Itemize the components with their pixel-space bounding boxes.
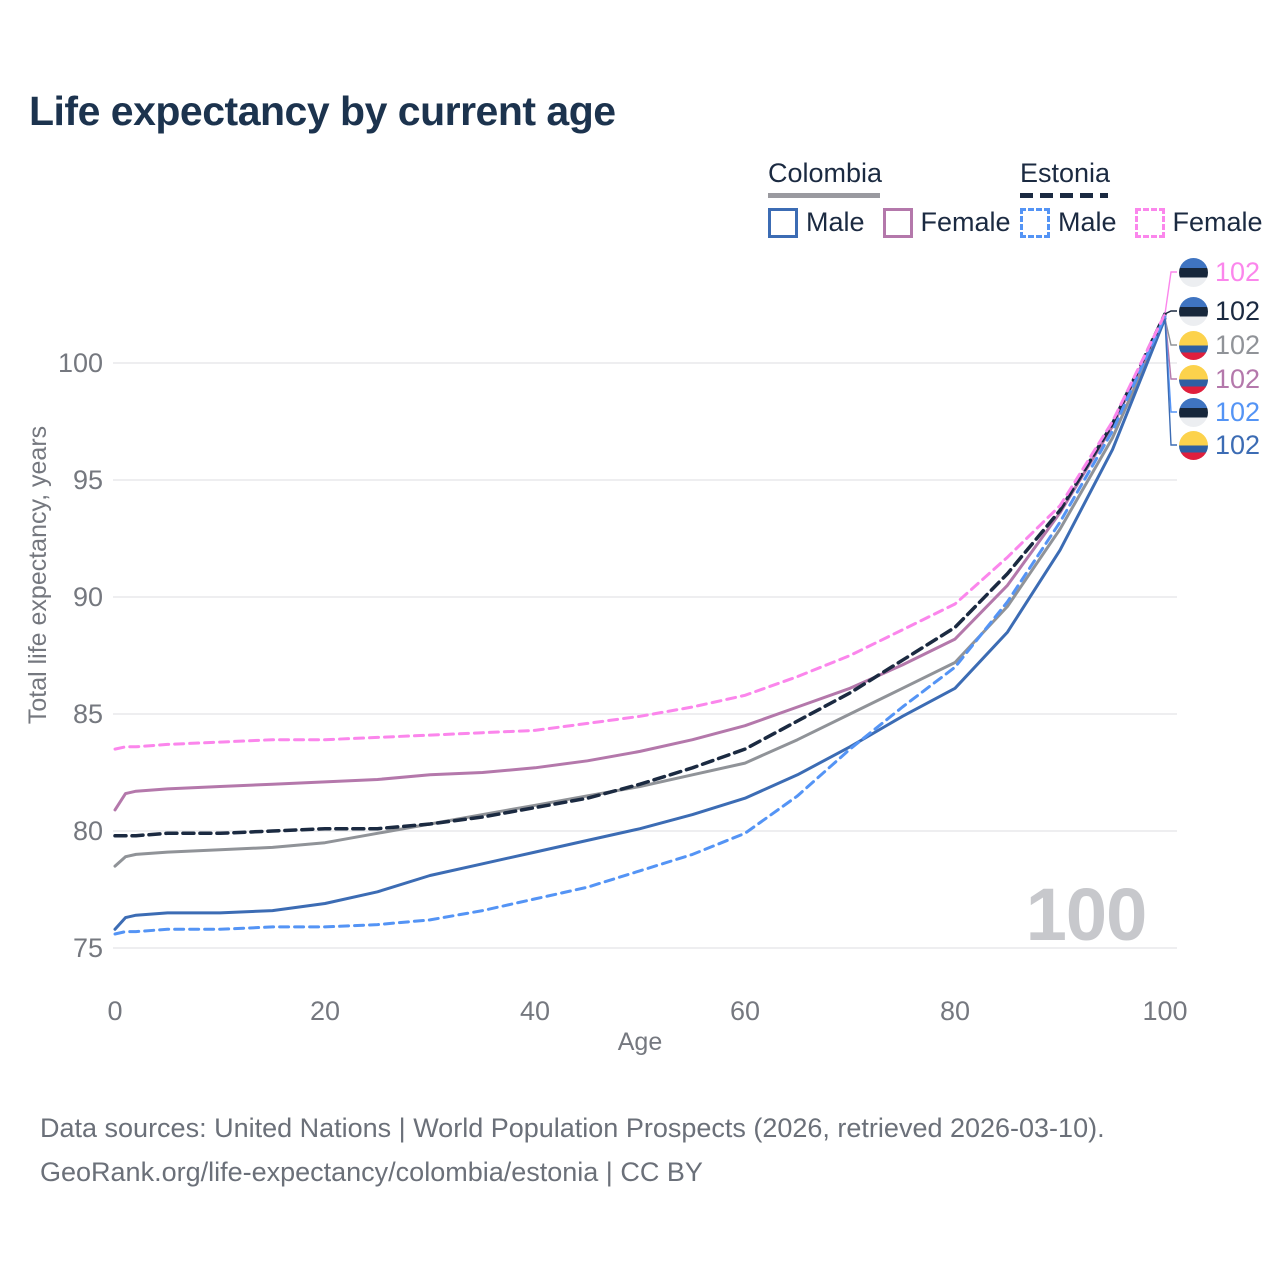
x-tick-label: 60: [730, 996, 760, 1026]
y-axis-title: Total life expectancy, years: [24, 426, 52, 724]
x-axis-title: Age: [618, 1028, 662, 1056]
end-label-value: 102: [1215, 329, 1261, 360]
y-tick-label: 95: [73, 465, 103, 495]
x-tick-label: 0: [107, 996, 122, 1026]
end-label-colombia_all: 102: [1179, 330, 1260, 360]
end-label-estonia_female: 102: [1179, 257, 1260, 287]
chart-title: Life expectancy by current age: [29, 88, 616, 134]
age-counter-watermark: 100: [1025, 873, 1147, 956]
end-label-colombia_female: 102: [1179, 364, 1260, 394]
legend-items-estonia: Male Female: [1020, 207, 1280, 238]
x-tick-label: 80: [940, 996, 970, 1026]
estonia-flag-icon: [1179, 296, 1208, 326]
x-tick-label: 100: [1142, 996, 1187, 1026]
end-label-value: 102: [1215, 396, 1261, 427]
y-tick-label: 80: [73, 816, 103, 846]
end-label-value: 102: [1215, 363, 1261, 394]
end-label-value: 102: [1215, 295, 1261, 326]
footer: Data sources: United Nations | World Pop…: [40, 1106, 1105, 1194]
legend-group-colombia: Colombia Male Female: [768, 158, 1029, 238]
y-tick-label: 90: [73, 582, 103, 612]
series-line-estonia_all: [113, 312, 1167, 838]
legend-label-estonia-female: Female: [1172, 207, 1263, 237]
end-label-estonia_male: 102: [1179, 397, 1260, 427]
end-label-connector-estonia_all: [1164, 310, 1177, 315]
legend-swatch-colombia-female: [882, 207, 913, 238]
x-tick-label: 20: [310, 996, 340, 1026]
y-tick-label: 100: [58, 348, 103, 378]
series-line-colombia_female: [113, 314, 1167, 812]
footer-attribution: GeoRank.org/life-expectancy/colombia/est…: [40, 1157, 703, 1187]
end-label-connector-colombia_male: [1164, 318, 1177, 446]
legend-country-estonia: Estonia: [1020, 158, 1111, 188]
end-label-colombia_male: 102: [1179, 430, 1260, 460]
end-label-connector-colombia_all: [1164, 318, 1177, 346]
colombia-flag-icon: [1179, 430, 1208, 460]
series-line-colombia_male: [113, 317, 1167, 931]
y-tick-label: 85: [73, 699, 103, 729]
legend-items-colombia: Male Female: [768, 207, 1029, 238]
footer-data-sources: Data sources: United Nations | World Pop…: [40, 1113, 1105, 1143]
estonia-flag-icon: [1179, 397, 1208, 427]
legend-underline-estonia: [1020, 193, 1108, 198]
legend-underline-colombia: [768, 193, 880, 198]
end-label-estonia_all: 102: [1179, 296, 1260, 326]
colombia-flag-icon: [1179, 330, 1208, 360]
estonia-flag-icon: [1179, 257, 1208, 287]
series-line-estonia_male: [113, 314, 1167, 936]
legend-swatch-colombia-male: [768, 207, 798, 238]
end-label-connector-estonia_female: [1164, 271, 1177, 314]
series-line-colombia_all: [113, 317, 1167, 868]
y-tick-label: 75: [73, 933, 103, 963]
legend-group-estonia: Estonia Male Female: [1020, 158, 1280, 238]
legend-label-estonia-male: Male: [1058, 207, 1117, 237]
series-line-estonia_female: [113, 312, 1167, 751]
legend-label-colombia-male: Male: [806, 207, 865, 237]
end-label-value: 102: [1215, 256, 1261, 287]
legend-label-colombia-female: Female: [920, 207, 1011, 237]
legend-swatch-estonia-male: [1020, 207, 1050, 238]
legend-country-colombia: Colombia: [768, 158, 883, 188]
x-tick-label: 40: [520, 996, 550, 1026]
end-label-value: 102: [1215, 429, 1261, 460]
colombia-flag-icon: [1179, 364, 1208, 394]
legend-swatch-estonia-female: [1134, 207, 1165, 238]
